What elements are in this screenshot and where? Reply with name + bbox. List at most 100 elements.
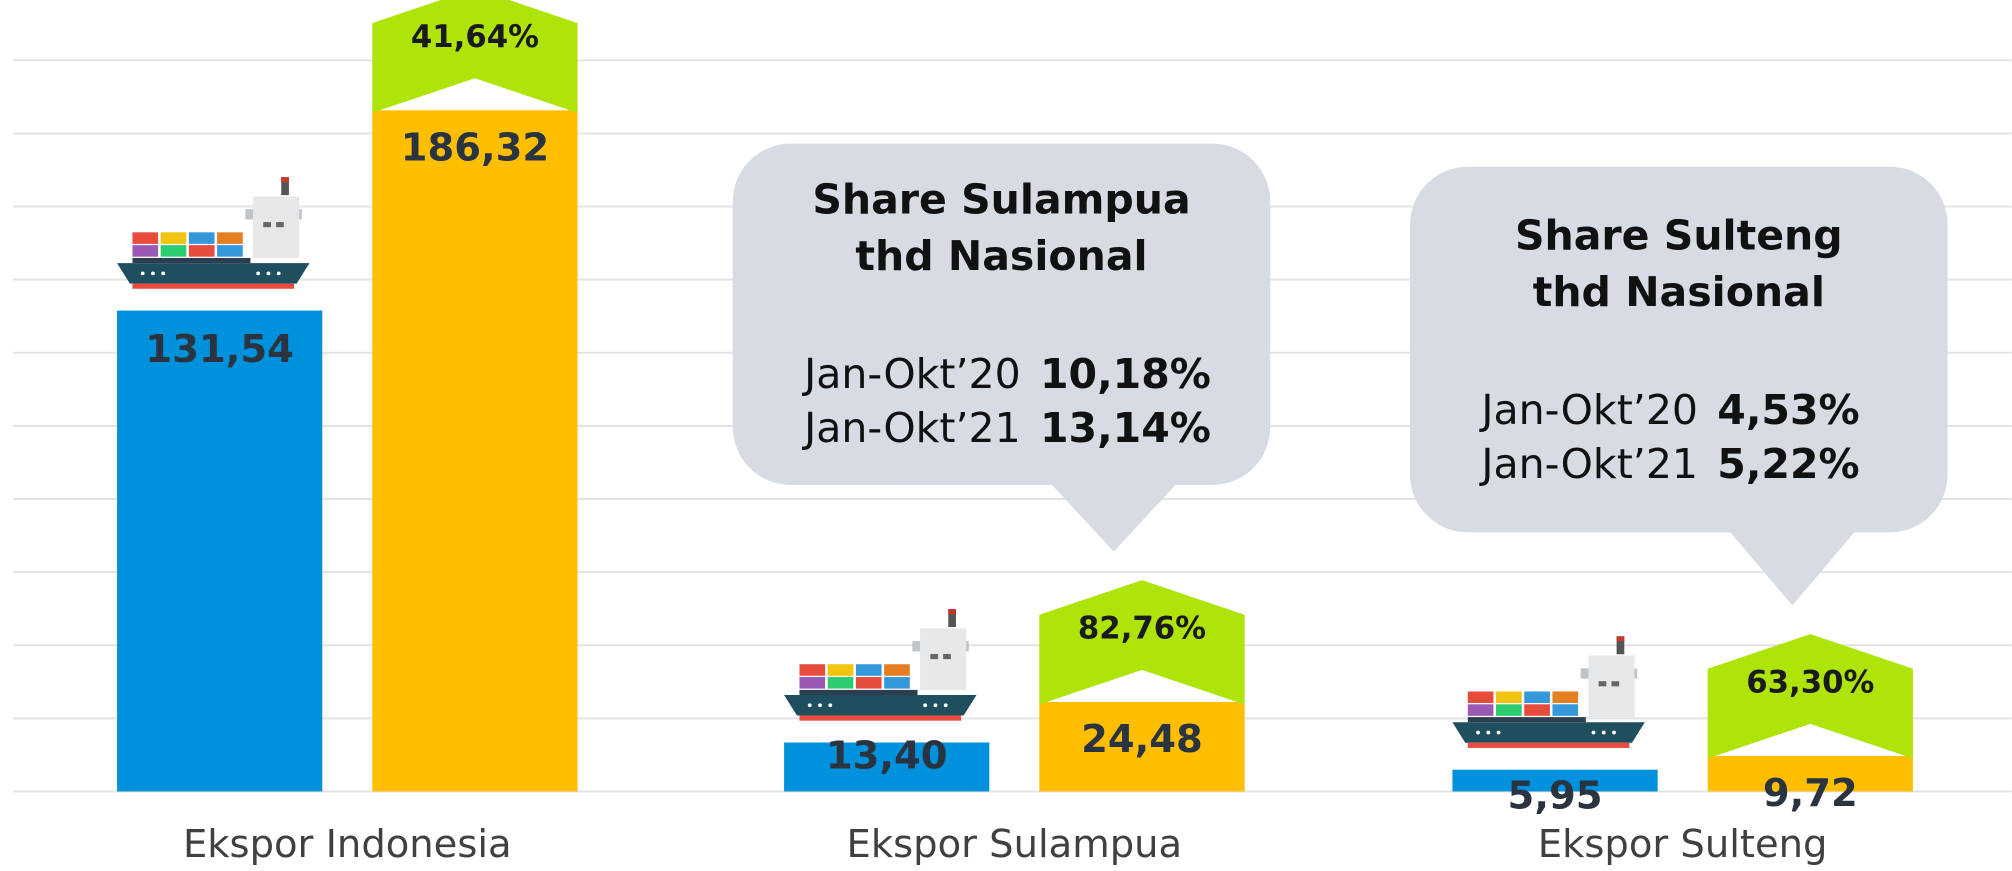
value-label: 186,32	[401, 126, 549, 171]
porthole	[943, 703, 948, 708]
porthole	[151, 271, 155, 276]
callout-row-value: 10,18%	[1040, 350, 1211, 398]
container	[160, 232, 187, 244]
x-tick-label: Ekspor Indonesia	[183, 822, 512, 867]
bar	[1039, 701, 1245, 792]
value-label: 13,40	[826, 733, 948, 778]
callout-box	[1410, 166, 1948, 533]
growth-chevron	[1039, 580, 1245, 705]
container	[855, 664, 882, 676]
callout-title: Share Sulampua	[812, 176, 1190, 224]
porthole	[161, 271, 166, 276]
growth-label: 63,30%	[1746, 665, 1874, 701]
porthole	[807, 703, 812, 708]
growth-label: 82,76%	[1078, 611, 1206, 647]
value-label: 5,95	[1508, 773, 1603, 818]
ship-hull	[117, 263, 310, 284]
ship-tower	[1588, 655, 1635, 718]
callout-title: thd Nasional	[1533, 268, 1825, 316]
ship-tower	[253, 196, 300, 258]
ship-funnel	[281, 177, 289, 196]
callout-box	[732, 143, 1271, 485]
growth-chevron	[1707, 634, 1913, 759]
container	[188, 245, 215, 257]
porthole	[828, 703, 833, 708]
porthole	[923, 703, 928, 708]
container	[1467, 691, 1494, 704]
ship-keel	[799, 715, 962, 721]
ship-icon	[784, 609, 977, 721]
container	[1552, 704, 1579, 716]
container	[855, 677, 882, 689]
callout-row-label: Jan-Okt’20	[801, 350, 1021, 398]
ship-window	[263, 222, 271, 228]
bar	[784, 742, 990, 792]
callout-row-label: Jan-Okt’20	[1478, 386, 1698, 434]
porthole	[266, 271, 271, 276]
callout-title: thd Nasional	[855, 232, 1147, 280]
container	[799, 664, 826, 676]
bar	[117, 310, 323, 792]
bar	[372, 110, 578, 792]
ship-funnel	[1616, 636, 1625, 655]
container	[884, 664, 910, 676]
callout-row-value: 4,53%	[1717, 386, 1859, 434]
ship-funnel-top	[281, 177, 289, 183]
callout-row-value: 5,22%	[1717, 440, 1859, 488]
ship-window	[1611, 681, 1620, 687]
container	[217, 245, 243, 257]
growth-label: 41,64%	[411, 19, 539, 55]
ship-icon	[117, 177, 310, 289]
container	[160, 245, 187, 257]
callout-title: Share Sulteng	[1515, 212, 1843, 260]
bar	[1452, 769, 1658, 792]
container	[132, 245, 159, 257]
container	[827, 664, 854, 676]
container	[132, 257, 251, 264]
ship-keel	[132, 283, 295, 289]
ship-window	[1598, 681, 1607, 687]
ship-icon	[1452, 636, 1645, 748]
porthole	[1496, 730, 1501, 735]
container	[132, 232, 159, 244]
porthole	[1591, 730, 1596, 735]
value-label: 24,48	[1081, 717, 1203, 762]
porthole	[140, 271, 145, 276]
container	[1496, 691, 1522, 704]
porthole	[1612, 730, 1616, 735]
ship-hull	[1452, 722, 1645, 743]
ship-window	[943, 653, 951, 660]
ship-funnel-top	[948, 609, 956, 615]
porthole	[818, 703, 822, 708]
porthole	[1476, 730, 1480, 735]
ship-funnel	[948, 609, 956, 628]
ship-funnel-top	[1616, 636, 1625, 642]
ship-tower	[920, 628, 967, 690]
container	[827, 677, 854, 689]
value-label: 131,54	[145, 327, 293, 372]
container	[1552, 691, 1579, 704]
porthole	[256, 271, 261, 276]
porthole	[276, 271, 281, 276]
callout-pointer	[1728, 529, 1857, 606]
callout-row-label: Jan-Okt’21	[801, 404, 1021, 452]
container	[884, 677, 910, 689]
container	[1467, 717, 1586, 723]
callout-row-label: Jan-Okt’21	[1478, 440, 1698, 488]
container	[799, 677, 826, 689]
callout-pointer	[1049, 482, 1178, 552]
ship-hull	[784, 695, 977, 716]
container	[1524, 691, 1550, 704]
container	[217, 232, 243, 244]
porthole	[1486, 730, 1491, 735]
container	[799, 689, 918, 696]
container	[1496, 704, 1522, 716]
ship-window	[930, 653, 939, 660]
container	[1524, 704, 1550, 716]
container	[1467, 704, 1494, 716]
porthole	[933, 703, 938, 708]
growth-chevron	[372, 0, 578, 113]
porthole	[1601, 730, 1606, 735]
x-tick-label: Ekspor Sulampua	[847, 822, 1183, 867]
